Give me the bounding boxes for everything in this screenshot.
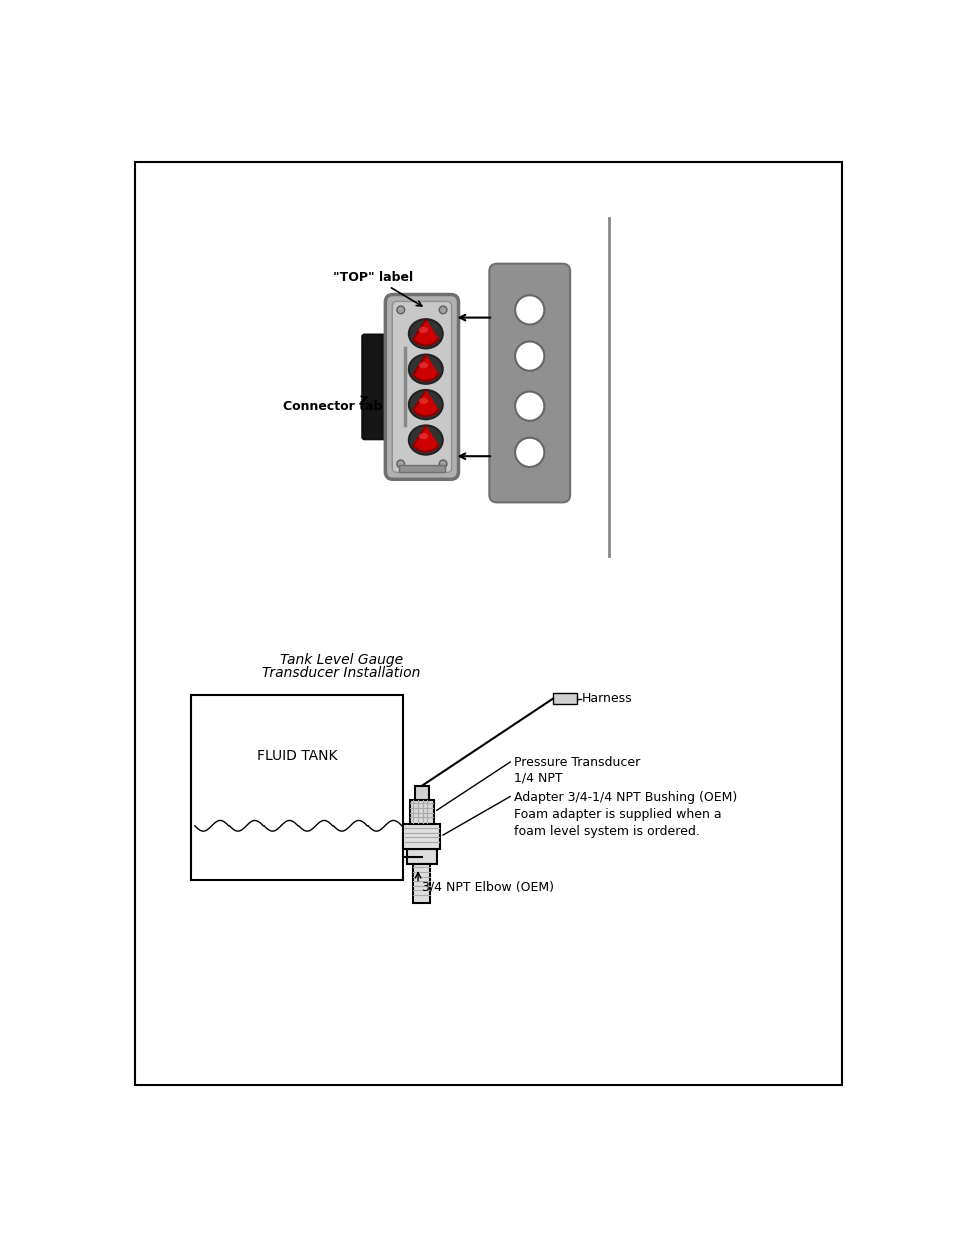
Ellipse shape — [418, 327, 428, 333]
Bar — [398, 466, 444, 472]
Ellipse shape — [418, 362, 428, 368]
Ellipse shape — [418, 433, 428, 440]
Circle shape — [438, 461, 447, 468]
Text: Pressure Transducer
1/4 NPT: Pressure Transducer 1/4 NPT — [514, 757, 639, 784]
Bar — [413, 864, 430, 903]
Text: Harness: Harness — [580, 693, 631, 705]
Bar — [406, 848, 436, 864]
Text: Connector tab: Connector tab — [283, 396, 382, 412]
Bar — [409, 799, 434, 824]
Ellipse shape — [409, 354, 442, 384]
Ellipse shape — [409, 319, 442, 348]
Ellipse shape — [409, 425, 442, 454]
Bar — [552, 693, 577, 704]
Text: Transducer Installation: Transducer Installation — [262, 667, 420, 680]
Polygon shape — [413, 320, 437, 346]
Text: Adapter 3/4-1/4 NPT Bushing (OEM)
Foam adapter is supplied when a
foam level sys: Adapter 3/4-1/4 NPT Bushing (OEM) Foam a… — [514, 792, 737, 839]
Ellipse shape — [409, 390, 442, 419]
Text: "TOP" label: "TOP" label — [333, 270, 421, 306]
Bar — [415, 785, 429, 799]
Circle shape — [438, 306, 447, 314]
Polygon shape — [413, 356, 437, 380]
FancyBboxPatch shape — [362, 335, 401, 440]
Ellipse shape — [515, 437, 544, 467]
Polygon shape — [413, 426, 437, 452]
Text: FLUID TANK: FLUID TANK — [256, 750, 336, 763]
Ellipse shape — [418, 398, 428, 404]
Circle shape — [396, 461, 404, 468]
Text: 3/4 NPT Elbow (OEM): 3/4 NPT Elbow (OEM) — [421, 881, 554, 894]
Ellipse shape — [515, 391, 544, 421]
Text: Tank Level Gauge: Tank Level Gauge — [279, 652, 402, 667]
Bar — [191, 695, 402, 879]
FancyBboxPatch shape — [489, 264, 570, 503]
Ellipse shape — [515, 295, 544, 325]
Bar — [403, 824, 440, 848]
Polygon shape — [413, 390, 437, 416]
FancyBboxPatch shape — [385, 294, 458, 479]
FancyBboxPatch shape — [392, 301, 451, 472]
Ellipse shape — [515, 341, 544, 370]
Circle shape — [396, 306, 404, 314]
